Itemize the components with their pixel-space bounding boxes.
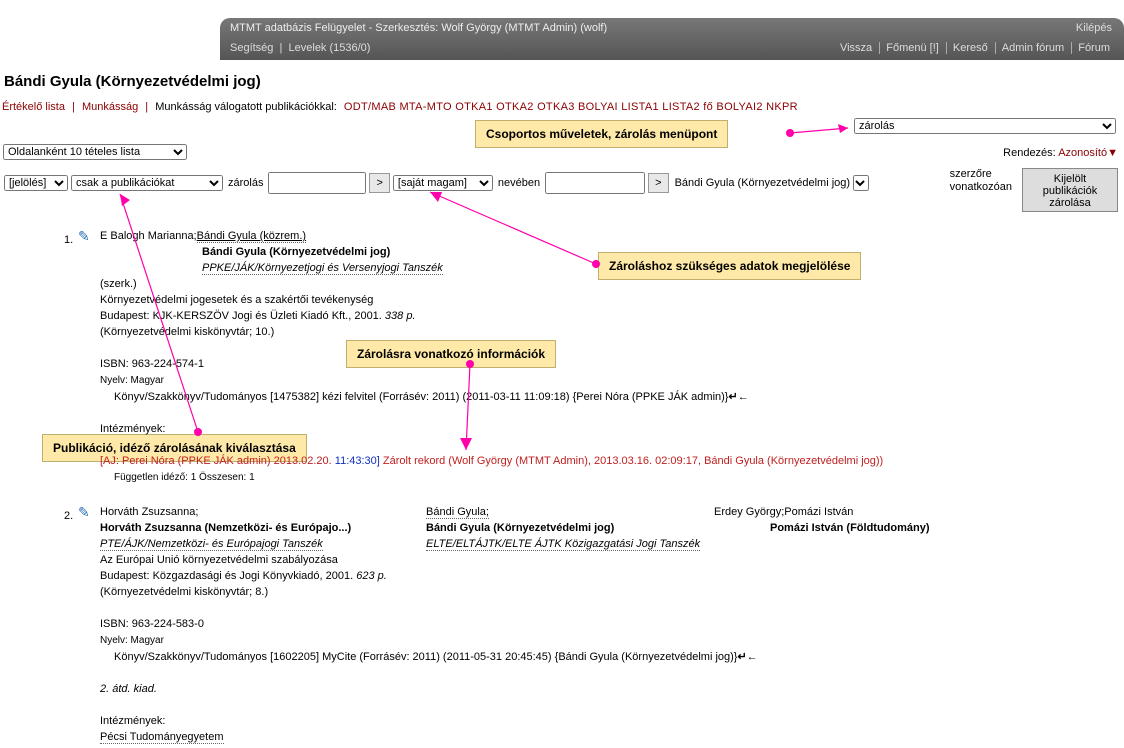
lang: Nyelv: Magyar	[100, 375, 164, 386]
inst-label: Intézmények:	[100, 715, 165, 727]
pages: 623 p.	[356, 570, 387, 582]
author3: Erdey György;Pomázi István	[714, 506, 853, 518]
lock-selected-button[interactable]: Kijelölt publikációk zárolása	[1022, 168, 1118, 212]
publisher: Budapest: Közgazdasági és Jogi Könyvkiad…	[100, 570, 356, 582]
pub-title: Az Európai Unió környezetvédelmi szabály…	[100, 554, 338, 566]
sub-nav: Értékelő lista | Munkásság | Munkásság v…	[2, 101, 798, 113]
subnav-text: Munkásság válogatott publikációkkal:	[155, 101, 337, 113]
link-munkassag[interactable]: Munkásság	[82, 101, 138, 113]
input-zarolas[interactable]	[268, 172, 366, 194]
record-meta: Könyv/Szakkönyv/Tudományos [1602205] MyC…	[114, 651, 758, 663]
select-author-arrow[interactable]	[853, 175, 869, 191]
author-link[interactable]: Bándi Gyula (közrem.)	[197, 230, 306, 243]
nav-forum[interactable]: Fórum	[1071, 42, 1110, 54]
edit-icon[interactable]: ✎	[78, 504, 90, 520]
nav-main[interactable]: Főmenü [!]	[879, 42, 939, 54]
publisher: Budapest: KJK-KERSZÖV Jogi és Üzleti Kia…	[100, 310, 385, 322]
author2-dept: ELTE/ELTÁJTK/ELTE ÁJTK Közigazgatási Jog…	[426, 538, 700, 551]
app-title: MTMT adatbázis Felügyelet - Szerkesztés:…	[230, 22, 1114, 34]
author3-bold: Pomázi István (Földtudomány)	[770, 522, 930, 534]
inst-name: Pécsi Tudományegyetem	[100, 731, 224, 744]
page-title: Bándi Gyula (Környezetvédelmi jog)	[0, 73, 261, 90]
author2-bold: Bándi Gyula (Környezetvédelmi jog)	[426, 522, 614, 534]
citation-count: Független idéző: 1 Összesen: 1	[114, 472, 255, 483]
edition: 2. átd. kiad.	[100, 683, 157, 695]
lang: Nyelv: Magyar	[100, 635, 164, 646]
mail-link[interactable]: Levelek (1536/0)	[289, 42, 371, 54]
author-context: Bándi Gyula (Környezetvédelmi jog)	[675, 177, 850, 189]
nav-admin-forum[interactable]: Admin fórum	[995, 42, 1064, 54]
author1-dept: PTE/ÁJK/Nemzetközi- és Európajogi Tanszé…	[100, 538, 323, 551]
label-szerzore: szerzőrevonatkozóan	[950, 168, 1012, 194]
select-scope[interactable]: csak a publikációkat	[71, 175, 223, 191]
link-ertekelo[interactable]: Értékelő lista	[2, 101, 65, 113]
author1: Horváth Zsuzsanna;	[100, 506, 198, 518]
authors: E Balogh Marianna;	[100, 230, 197, 242]
lock-line: [AJ: Perei Nóra (PPKE JÁK admin) 2013.02…	[100, 455, 883, 467]
publication-item: 2. ✎ Horváth Zsuzsanna; Horváth Zsuzsann…	[70, 504, 1120, 748]
edit-icon[interactable]: ✎	[78, 228, 90, 244]
help-link[interactable]: Segítség	[230, 42, 273, 54]
series: (Környezetvédelmi kiskönyvtár; 10.)	[100, 326, 274, 338]
publication-list: 1. ✎ E Balogh Marianna;Bándi Gyula (közr…	[70, 228, 1120, 748]
top-right-links: Vissza Főmenü [!] Kereső Admin fórum Fór…	[838, 42, 1112, 54]
isbn: ISBN: 963-224-583-0	[100, 618, 204, 630]
department: PPKE/JÁK/Környezetjogi és Versenyjogi Ta…	[202, 262, 443, 275]
inst-label: Intézmények:	[100, 423, 165, 435]
sort-label: Rendezés:	[1003, 147, 1056, 159]
label-neveben: nevében	[498, 177, 540, 189]
author1-bold: Horváth Zsuzsanna (Nemzetközi- és Európa…	[100, 522, 351, 534]
input-neveben[interactable]	[545, 172, 645, 194]
pub-number: 1.	[64, 232, 73, 248]
logout-link[interactable]: Kilépés	[1076, 22, 1112, 34]
author-bold: Bándi Gyula (Környezetvédelmi jog)	[202, 246, 390, 258]
select-jeloles[interactable]: [jelölés]	[4, 175, 68, 191]
select-operation[interactable]: zárolás	[854, 118, 1116, 134]
author2: Bándi Gyula;	[426, 506, 489, 519]
select-perpage[interactable]: Oldalanként 10 tételes lista	[3, 144, 187, 160]
top-bar: MTMT adatbázis Felügyelet - Szerkesztés:…	[220, 18, 1124, 60]
sort-line: Rendezés: Azonosító▼	[1003, 147, 1118, 159]
pub-title: Környezetvédelmi jogesetek és a szakértő…	[100, 294, 373, 306]
label-zarolas: zárolás	[228, 177, 263, 189]
callout-group-ops: Csoportos műveletek, zárolás menüpont	[475, 120, 728, 148]
nav-search[interactable]: Kereső	[946, 42, 988, 54]
controls-row: [jelölés] csak a publikációkat zárolás >…	[4, 172, 869, 194]
select-sajat[interactable]: [saját magam]	[393, 175, 493, 191]
perpage-row: Oldalanként 10 tételes lista	[3, 144, 187, 160]
subnav-codes: ODT/MAB MTA-MTO OTKA1 OTKA2 OTKA3 BOLYAI…	[344, 101, 798, 113]
isbn: ISBN: 963-224-574-1	[100, 358, 204, 370]
pub-number: 2.	[64, 508, 73, 524]
publication-item: 1. ✎ E Balogh Marianna;Bándi Gyula (közr…	[70, 228, 1120, 486]
sort-link[interactable]: Azonosító▼	[1058, 147, 1118, 159]
record-meta: Könyv/Szakkönyv/Tudományos [1475382] kéz…	[114, 391, 749, 403]
series: (Környezetvédelmi kiskönyvtár; 8.)	[100, 586, 268, 598]
pages: 338 p.	[385, 310, 416, 322]
szerk: (szerk.)	[100, 278, 137, 290]
go-button-2[interactable]: >	[648, 173, 668, 193]
nav-back[interactable]: Vissza	[840, 42, 872, 54]
go-button-1[interactable]: >	[369, 173, 389, 193]
